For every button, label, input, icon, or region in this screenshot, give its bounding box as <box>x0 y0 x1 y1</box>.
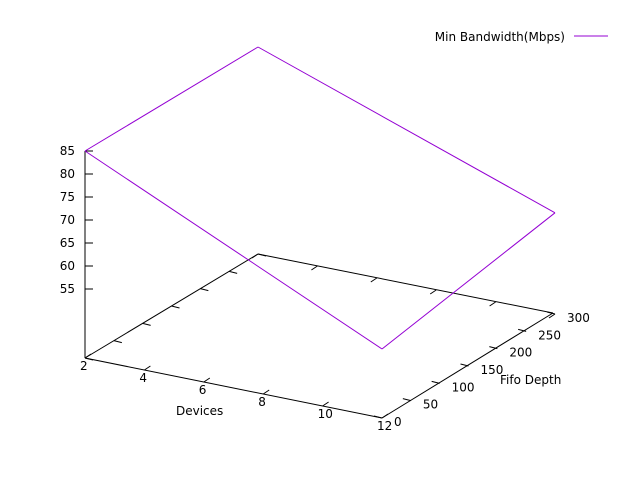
y-tick-label: 250 <box>538 328 561 342</box>
y-tick-far <box>257 253 267 257</box>
surface-edge <box>84 150 383 350</box>
x-tick-far <box>251 253 259 259</box>
surface-edge <box>381 212 556 350</box>
y-tick-label: 150 <box>481 363 504 377</box>
x-tick-far <box>370 277 378 283</box>
y-tick-far <box>200 288 209 292</box>
x-tick-label: 4 <box>139 371 147 385</box>
x-axis-label: Devices <box>176 404 223 418</box>
series-marks <box>84 46 556 350</box>
legend-label: Min Bandwidth(Mbps) <box>435 30 565 44</box>
z-tick-label: 65 <box>60 236 75 250</box>
y-tick <box>373 415 383 419</box>
x-tick-label: 6 <box>199 383 207 397</box>
x-tick <box>262 389 270 395</box>
tick-labels: 2 4 6 8 10 12 0 50 100 150 200 250 300 55 60 65 70 75 80 85 <box>60 144 590 433</box>
surface-edge <box>84 46 259 152</box>
z-tick-label: 75 <box>60 190 75 204</box>
x-tick-label: 12 <box>377 419 392 433</box>
x-tick-label: 2 <box>80 359 88 373</box>
legend: Min Bandwidth(Mbps) <box>435 30 608 44</box>
x-tick-far <box>429 289 437 295</box>
z-tick-label: 85 <box>60 144 75 158</box>
x-tick-far <box>548 313 556 319</box>
y-tick-far <box>229 270 238 274</box>
x-tick <box>203 377 211 383</box>
y-tick <box>518 328 527 332</box>
z-tick-label: 70 <box>60 213 75 227</box>
z-tick-label: 60 <box>60 259 75 273</box>
y-tick <box>546 311 556 315</box>
y-tick-far <box>113 340 122 344</box>
z-tick-label: 80 <box>60 167 75 181</box>
z-tick-label: 55 <box>60 282 75 296</box>
y-tick-far <box>171 305 180 309</box>
y-tick-far <box>84 357 94 361</box>
x-tick <box>322 401 329 407</box>
y-tick-label: 0 <box>394 415 402 429</box>
back-right-edge <box>257 253 554 314</box>
surface-edge <box>257 46 556 214</box>
x-tick-label: 10 <box>318 407 333 421</box>
y-tick <box>460 363 469 367</box>
x-tick-label: 8 <box>258 395 266 409</box>
tick-marks <box>84 150 556 419</box>
y-tick-label: 300 <box>567 311 590 325</box>
x-tick <box>84 353 92 359</box>
y-tick-far <box>142 322 151 326</box>
y-tick-label: 100 <box>452 380 475 394</box>
y-tick-label: 200 <box>509 346 532 360</box>
x-tick-far <box>311 265 318 271</box>
y-tick <box>489 346 498 350</box>
y-tick-label: 50 <box>423 398 438 412</box>
x-tick-far <box>489 301 496 307</box>
y-axis-label: Fifo Depth <box>500 373 561 387</box>
x-tick <box>144 365 151 371</box>
x-tick <box>381 413 389 419</box>
y-tick <box>402 398 411 402</box>
x-axis-line <box>84 357 383 419</box>
y-tick <box>431 380 440 384</box>
